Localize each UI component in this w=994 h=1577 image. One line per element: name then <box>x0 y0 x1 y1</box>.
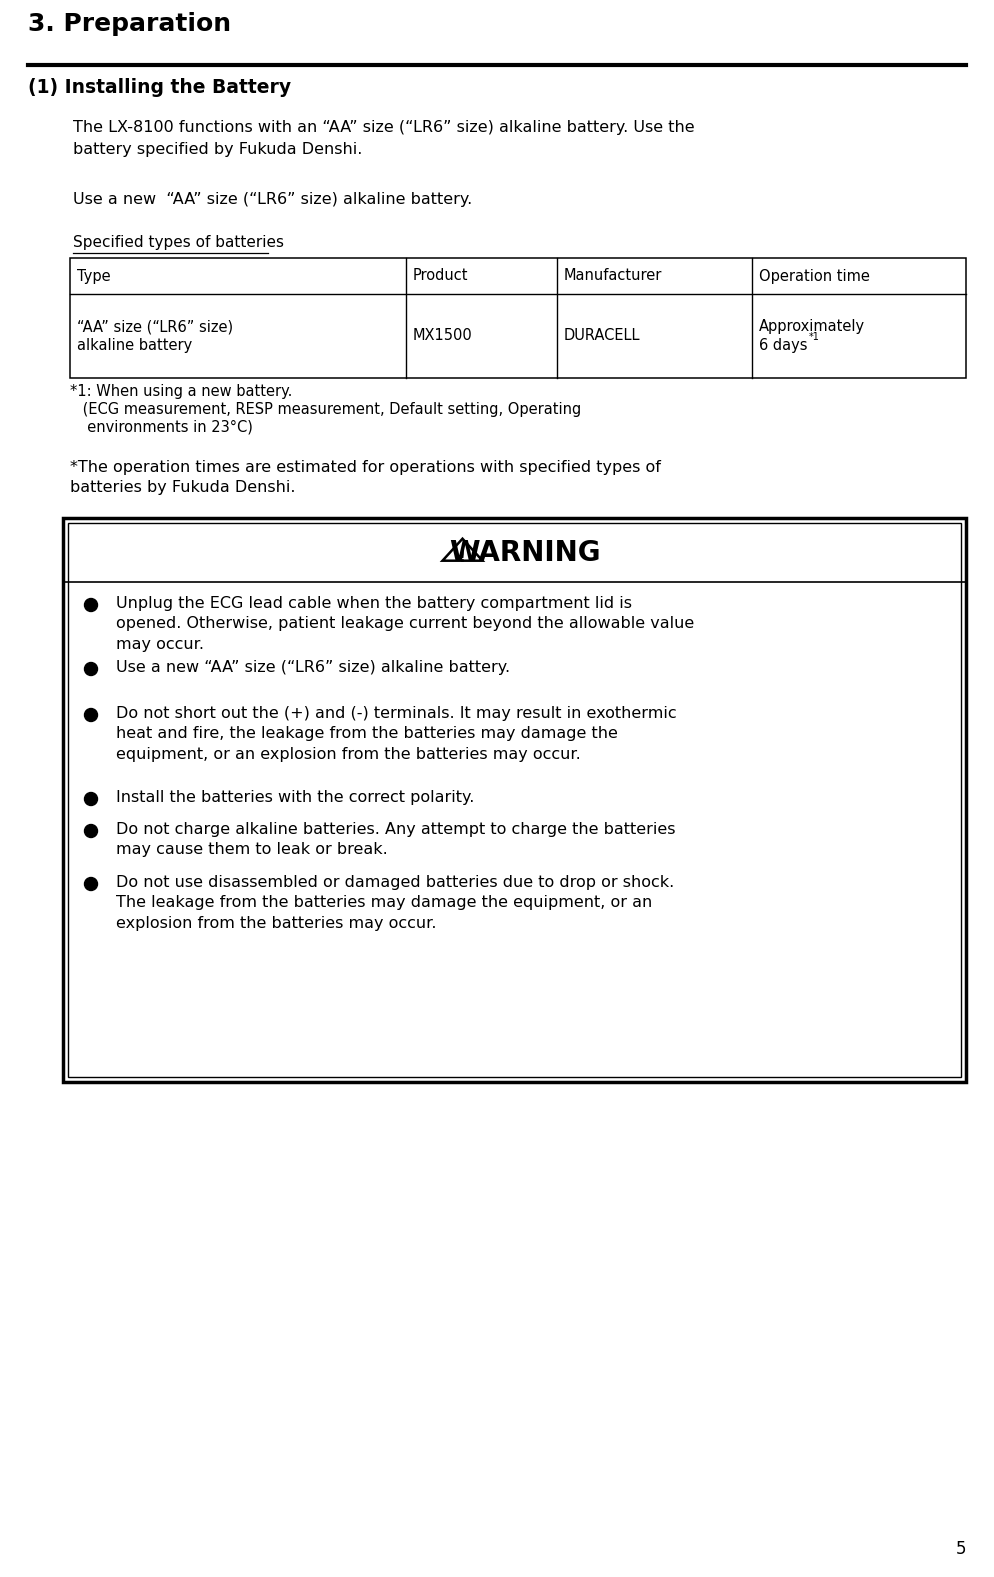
Text: Manufacturer: Manufacturer <box>564 268 662 284</box>
Bar <box>63 517 966 1082</box>
Text: (ECG measurement, RESP measurement, Default setting, Operating: (ECG measurement, RESP measurement, Defa… <box>78 402 581 416</box>
Text: Do not charge alkaline batteries. Any attempt to charge the batteries
may cause : Do not charge alkaline batteries. Any at… <box>116 822 676 858</box>
Text: 5: 5 <box>955 1541 966 1558</box>
Text: The LX-8100 functions with an “AA” size (“LR6” size) alkaline battery. Use the: The LX-8100 functions with an “AA” size … <box>73 120 695 136</box>
Text: Use a new  “AA” size (“LR6” size) alkaline battery.: Use a new “AA” size (“LR6” size) alkalin… <box>73 192 472 207</box>
Text: “AA” size (“LR6” size): “AA” size (“LR6” size) <box>77 319 234 334</box>
Text: Approximately: Approximately <box>758 319 865 334</box>
Text: Do not short out the (+) and (-) terminals. It may result in exothermic
heat and: Do not short out the (+) and (-) termina… <box>116 706 677 762</box>
Text: Product: Product <box>413 268 468 284</box>
Text: DURACELL: DURACELL <box>564 328 640 344</box>
Text: Operation time: Operation time <box>758 268 870 284</box>
Circle shape <box>84 599 97 612</box>
Text: *1: *1 <box>809 333 820 342</box>
Text: Type: Type <box>77 268 110 284</box>
Text: Use a new “AA” size (“LR6” size) alkaline battery.: Use a new “AA” size (“LR6” size) alkalin… <box>116 661 510 675</box>
Text: battery specified by Fukuda Denshi.: battery specified by Fukuda Denshi. <box>73 142 363 158</box>
Text: alkaline battery: alkaline battery <box>77 337 192 353</box>
Circle shape <box>84 708 97 722</box>
Text: environments in 23°C): environments in 23°C) <box>78 419 252 435</box>
Text: Unplug the ECG lead cable when the battery compartment lid is
opened. Otherwise,: Unplug the ECG lead cable when the batte… <box>116 596 694 651</box>
Text: WARNING: WARNING <box>448 539 600 568</box>
Text: (1) Installing the Battery: (1) Installing the Battery <box>28 77 291 98</box>
Text: *The operation times are estimated for operations with specified types of: *The operation times are estimated for o… <box>70 460 661 475</box>
Circle shape <box>84 793 97 806</box>
Text: MX1500: MX1500 <box>413 328 473 344</box>
Bar <box>70 259 966 378</box>
Text: *1: When using a new battery.: *1: When using a new battery. <box>70 385 292 399</box>
Circle shape <box>84 662 97 675</box>
Circle shape <box>84 877 97 891</box>
Text: Specified types of batteries: Specified types of batteries <box>73 235 284 251</box>
Text: Install the batteries with the correct polarity.: Install the batteries with the correct p… <box>116 790 474 804</box>
Text: Do not use disassembled or damaged batteries due to drop or shock.
The leakage f: Do not use disassembled or damaged batte… <box>116 875 674 930</box>
Text: 3. Preparation: 3. Preparation <box>28 13 232 36</box>
Bar <box>68 524 961 1077</box>
Text: 6 days: 6 days <box>758 337 807 353</box>
Text: batteries by Fukuda Denshi.: batteries by Fukuda Denshi. <box>70 479 295 495</box>
Text: !: ! <box>459 549 466 565</box>
Circle shape <box>84 825 97 837</box>
